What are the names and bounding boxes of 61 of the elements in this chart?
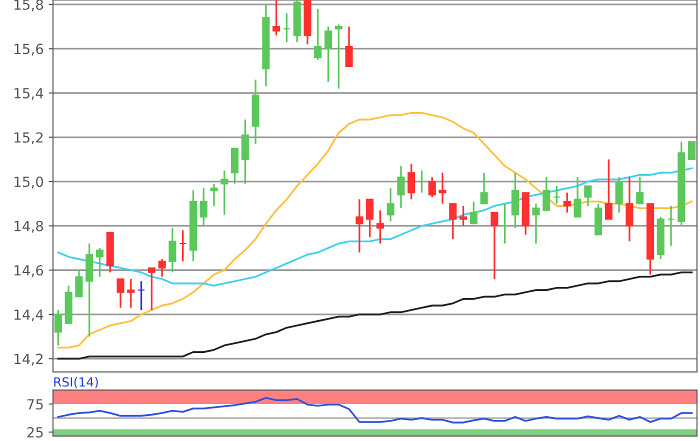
candlestick [210, 182, 218, 207]
candlestick [667, 205, 675, 247]
candlestick [636, 176, 644, 205]
candlestick [356, 198, 364, 254]
candlestick [490, 212, 498, 280]
y-tick-label: 75 [27, 399, 43, 410]
y-tick-label: 25 [27, 427, 43, 438]
candlestick [460, 205, 468, 227]
line-series [57, 396, 693, 424]
candlestick [272, 0, 280, 36]
candlestick [75, 269, 83, 298]
candlestick [626, 176, 634, 242]
candlestick [148, 267, 156, 311]
candlestick [168, 227, 176, 274]
candlestick [449, 202, 457, 240]
candlestick [552, 185, 561, 205]
candlestick [376, 210, 384, 244]
y-tick-label: 15,6 [14, 44, 44, 56]
line-series [57, 271, 693, 360]
candlestick [96, 247, 104, 278]
candlestick [386, 187, 394, 222]
candlestick [127, 278, 135, 309]
y-tick-label: 14,8 [14, 220, 44, 233]
y-tick-label: 15,0 [14, 176, 44, 188]
candlestick [116, 278, 124, 309]
y-tick-label: 15,4 [14, 88, 44, 100]
candlestick [54, 309, 62, 346]
candlestick [282, 12, 290, 43]
candlestick [138, 280, 146, 311]
candlestick [314, 8, 322, 61]
line-series [57, 112, 693, 349]
candlestick [345, 26, 353, 68]
candlestick [220, 170, 228, 216]
candlestick [438, 172, 446, 205]
candlestick [542, 176, 550, 212]
candlestick [470, 200, 478, 224]
y-tick-label: 14,2 [14, 354, 43, 366]
candlestick [584, 185, 592, 207]
candlestick [158, 258, 166, 278]
candlestick [688, 141, 696, 160]
candlestick [334, 24, 342, 90]
candlestick [418, 170, 426, 194]
chart-title: RSI(14) [54, 377, 98, 388]
candlestick [480, 172, 488, 205]
candlestick [179, 229, 187, 262]
candlestick [501, 202, 509, 244]
candlestick [615, 176, 623, 214]
y-tick-label: 14,4 [14, 310, 44, 322]
line-series [57, 167, 693, 287]
candlestick [532, 202, 540, 244]
candlestick [408, 163, 416, 200]
candlestick [428, 176, 436, 198]
y-tick-label: 15,2 [14, 132, 43, 144]
candlestick [604, 158, 612, 220]
candlestick [200, 187, 208, 227]
candlestick [563, 192, 571, 214]
candlestick [366, 198, 374, 238]
y-tick-label: 14,6 [14, 265, 44, 278]
candlestick [574, 176, 582, 218]
candlestick [397, 165, 405, 209]
candlestick [324, 26, 332, 83]
